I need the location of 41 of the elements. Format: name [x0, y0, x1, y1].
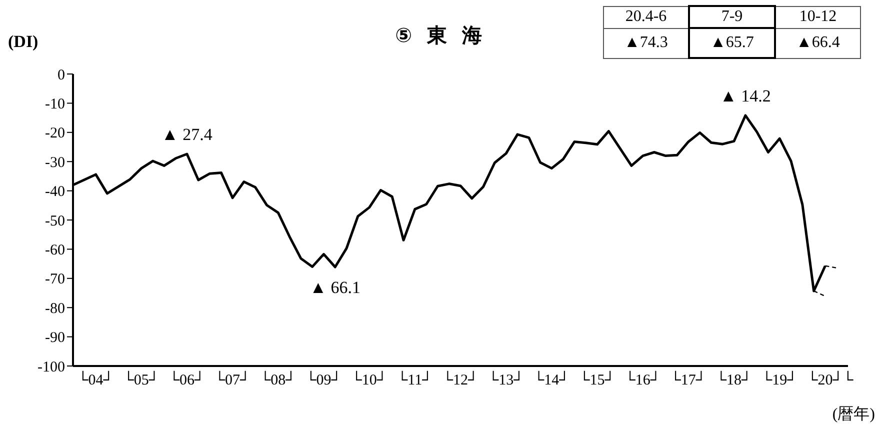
- x-tick-label: └05┘: [123, 370, 160, 389]
- text: ▲74.3: [604, 28, 689, 58]
- y-tick-label: 0: [58, 67, 65, 84]
- x-tick-label: └19┘: [761, 370, 798, 389]
- x-tick-label: └10┘: [351, 370, 388, 389]
- y-tick-label: -60: [45, 242, 65, 259]
- x-tick-label: └15┘: [579, 370, 616, 389]
- x-tick-label: └07┘: [214, 370, 251, 389]
- annotation: ▲ 27.4: [162, 125, 213, 144]
- text: ▲66.4: [775, 28, 860, 58]
- chart-title: ⑤ 東 海: [395, 23, 486, 47]
- annotation: ▲ 66.1: [310, 278, 361, 298]
- y-tick-label: -50: [45, 213, 65, 230]
- y-tick-label: -40: [45, 184, 65, 200]
- text: 20.4-6: [604, 6, 689, 28]
- y-tick-label: -10: [45, 96, 65, 113]
- x-tick-label: └14┘: [534, 370, 570, 389]
- x-tick-label: └18┘: [716, 370, 752, 389]
- x-tick-label: └08┘: [260, 370, 296, 389]
- text: ▲65.7: [689, 28, 775, 58]
- x-tick-label: └12┘: [442, 370, 479, 389]
- y-tick-label: -70: [45, 272, 65, 288]
- x-tick-label: └13┘: [488, 370, 524, 389]
- x-tick-label: └06┘: [168, 370, 206, 389]
- text: 7-9: [689, 6, 775, 28]
- y-tick-label: -80: [45, 300, 65, 317]
- x-tick-label: └04┘: [78, 370, 114, 389]
- y-tick-label: -30: [45, 154, 65, 171]
- text: 10-12: [775, 6, 860, 28]
- y-tick-label: -90: [45, 330, 65, 346]
- x-tick-label: └11┘: [397, 370, 433, 389]
- annotation: ▲ 14.2: [720, 86, 771, 106]
- x-tick-label: └: [842, 370, 854, 389]
- y-tick-label: -20: [45, 126, 65, 142]
- x-tick-label: └17┘: [670, 370, 707, 389]
- x-axis-title: (暦年): [832, 405, 875, 425]
- x-tick-label: └09┘: [306, 370, 342, 389]
- y-tick-label: -100: [38, 359, 65, 376]
- x-tick-label: └16┘: [624, 370, 661, 389]
- y-axis-title: (DI): [8, 32, 38, 52]
- x-tick-label: └20┘: [807, 370, 844, 389]
